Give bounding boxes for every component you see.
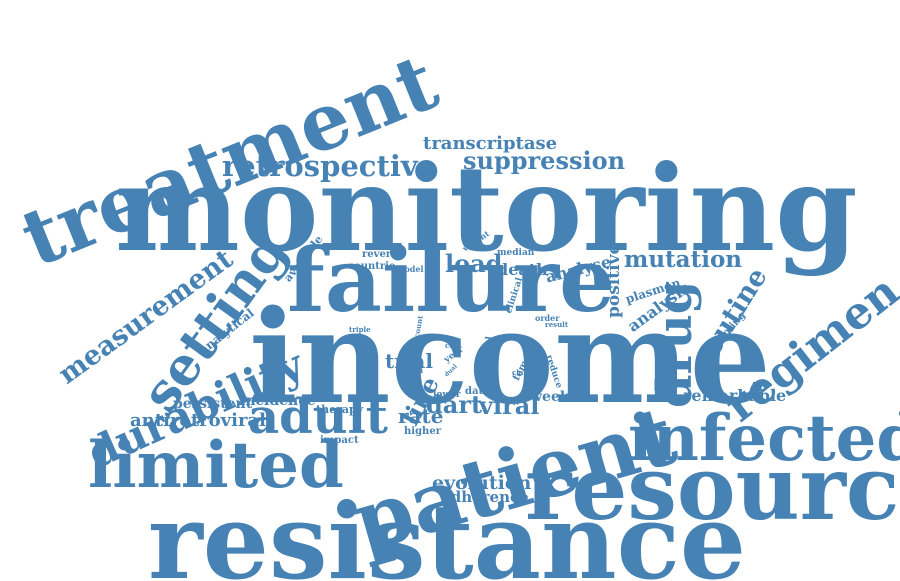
word-monitoring: monitoring [115,139,858,278]
word-trial: trial [385,349,433,373]
word-countrie: countrie [348,261,396,272]
word-evolution: evolution [432,472,532,494]
word-week: week [530,389,570,405]
word-transcriptase: transcriptase [423,133,558,154]
word-infected: infected [628,401,900,476]
word-term: term [399,366,424,376]
word-result: result [545,320,569,329]
word-dart: dart [426,390,483,419]
word-viral: viral [479,391,540,420]
word-positive: positive [604,243,624,318]
word-data: data [465,386,490,397]
word-class: class [512,368,532,377]
word-resource: resource [525,436,900,540]
word-remarkable: remarkable [683,386,787,405]
word-load: load [445,249,503,278]
word-antiretroviral: antiretroviral [130,410,266,431]
word-mutation: mutation [624,246,743,273]
word-adult: adult [248,389,388,445]
word-model: model [396,264,424,274]
word-higher: higher [404,426,441,437]
word-income: income [249,283,771,433]
word-adherence: adherence [441,488,529,506]
word-rate: rate [398,404,444,428]
word-retrospective: retrospective [222,149,437,183]
word-limited: limited [88,428,344,503]
word-resistance: resistance [148,480,747,581]
word-lower: lower [433,390,461,400]
word-impact: impact [320,435,359,446]
word-triple: triple [349,325,371,334]
word-order: order [535,313,560,323]
word-median: median [497,248,535,258]
word-death: death [497,260,548,279]
word-persistent: persistent [173,396,253,412]
word-suppression: suppression [463,146,626,175]
word-failure: failure [287,228,616,332]
word-reverse: reverse [362,249,404,260]
word-therapy: therapy [316,403,364,416]
word-cell: cell [445,341,460,350]
word-incidence: incidence [240,393,316,409]
